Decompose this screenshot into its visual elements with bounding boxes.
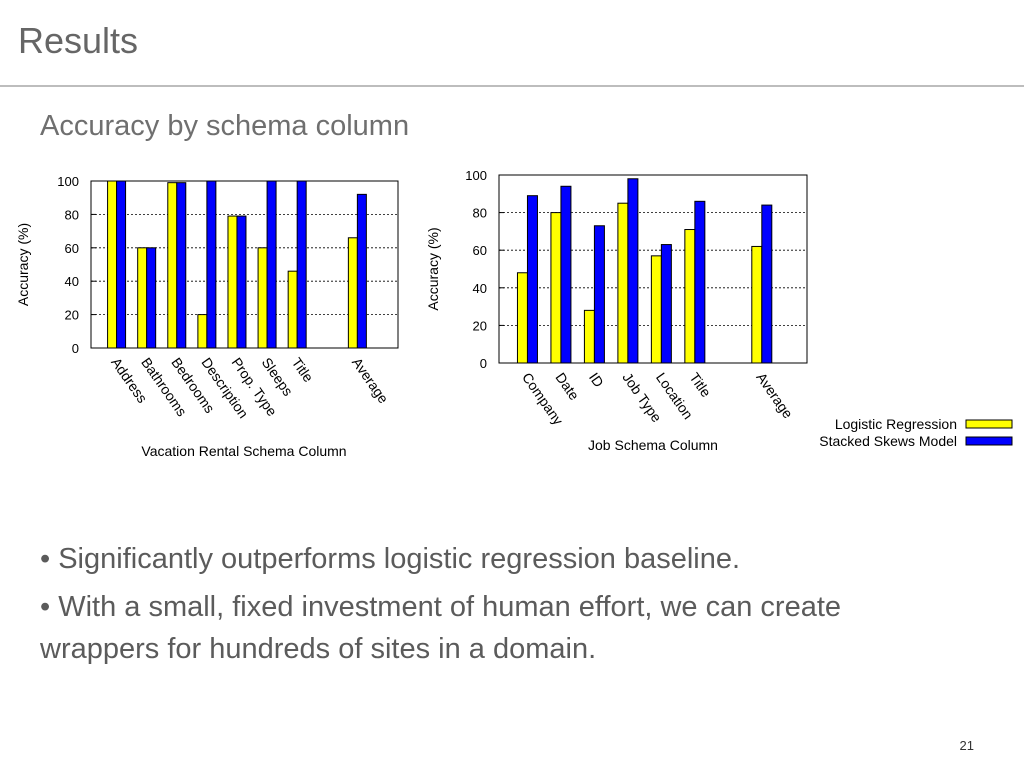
bar-stacked-skews <box>694 200 706 364</box>
bar-stacked-skews <box>660 244 672 364</box>
bar-stacked-skews <box>116 180 127 349</box>
legend-label: Stacked Skews Model <box>819 433 957 449</box>
bar-logistic-regression <box>257 247 268 349</box>
bar-stacked-skews <box>526 195 538 364</box>
bar-stacked-skews <box>266 180 277 349</box>
y-tick-label: 20 <box>473 318 487 333</box>
bar-stacked-skews <box>761 204 773 364</box>
x-tick-label: ID <box>586 370 607 391</box>
y-tick-label: 40 <box>473 281 487 296</box>
slide-title: Results <box>18 20 139 61</box>
bar-logistic-regression <box>751 245 763 364</box>
y-tick-label: 40 <box>65 274 79 289</box>
bar-logistic-regression <box>287 270 298 349</box>
y-tick-label: 80 <box>473 206 487 221</box>
slide-subtitle: Accuracy by schema column <box>40 110 410 142</box>
bar-stacked-skews <box>356 193 367 349</box>
bar-stacked-skews <box>176 182 187 349</box>
x-axis-label: Vacation Rental Schema Column <box>141 443 346 459</box>
bar-stacked-skews <box>296 180 307 349</box>
y-tick-label: 100 <box>57 174 79 189</box>
legend-swatch <box>965 419 1013 429</box>
bar-stacked-skews <box>236 215 247 349</box>
y-axis-label: Accuracy (%) <box>15 223 31 306</box>
bullet-item: • With a small, fixed investment of huma… <box>40 591 842 665</box>
y-axis-label: Accuracy (%) <box>425 227 441 310</box>
bar-logistic-regression <box>197 314 208 349</box>
bar-logistic-regression <box>227 215 238 349</box>
bar-logistic-regression <box>650 255 662 364</box>
bar-logistic-regression <box>516 272 528 364</box>
y-tick-label: 60 <box>473 243 487 258</box>
bullet-item: • Significantly outperforms logistic reg… <box>40 543 741 575</box>
y-tick-label: 0 <box>480 356 487 371</box>
bar-stacked-skews <box>146 247 157 349</box>
legend-swatch <box>965 436 1013 446</box>
bar-logistic-regression <box>167 182 178 349</box>
bar-logistic-regression <box>107 180 118 349</box>
y-tick-label: 0 <box>72 341 79 356</box>
x-tick-label: Average <box>349 355 392 407</box>
legend-label: Logistic Regression <box>835 416 957 432</box>
bar-logistic-regression <box>137 247 148 349</box>
x-tick-label: Title <box>289 355 317 386</box>
bullet-list: • Significantly outperforms logistic reg… <box>40 538 940 676</box>
bar-stacked-skews <box>593 225 605 364</box>
bar-logistic-regression <box>583 309 595 364</box>
y-tick-label: 100 <box>465 168 487 183</box>
bar-stacked-skews <box>627 178 639 364</box>
bar-logistic-regression <box>684 229 696 364</box>
bar-logistic-regression <box>347 237 358 349</box>
page-number: 21 <box>959 738 974 753</box>
x-tick-label: Average <box>753 370 796 422</box>
x-axis-label: Job Schema Column <box>588 437 718 453</box>
bar-logistic-regression <box>617 202 629 364</box>
bar-stacked-skews <box>560 185 572 364</box>
x-tick-label: Title <box>686 370 714 401</box>
title-divider <box>0 85 1024 87</box>
x-tick-label: Date <box>552 370 582 404</box>
y-tick-label: 60 <box>65 241 79 256</box>
bar-logistic-regression <box>550 212 562 364</box>
bar-stacked-skews <box>206 180 217 349</box>
y-tick-label: 20 <box>65 308 79 323</box>
y-tick-label: 80 <box>65 207 79 222</box>
